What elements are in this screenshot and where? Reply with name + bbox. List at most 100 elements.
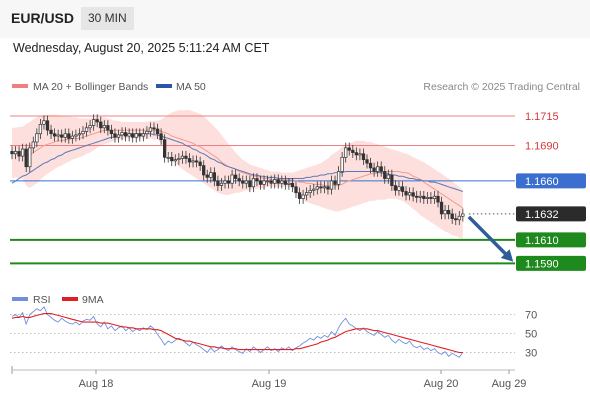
timeframe-badge[interactable]: 30 MIN	[81, 7, 134, 30]
candle	[216, 175, 220, 191]
ma50-line	[11, 133, 463, 192]
candle	[77, 128, 82, 141]
candle	[67, 128, 71, 144]
candle	[386, 169, 390, 184]
candle	[265, 175, 270, 187]
candle	[336, 166, 341, 190]
candle	[308, 185, 312, 198]
candle	[251, 173, 256, 193]
candle	[432, 190, 437, 204]
candle	[17, 146, 21, 162]
candle	[209, 167, 213, 183]
candle	[56, 129, 60, 142]
candle	[340, 152, 344, 177]
rsi-tick-label: 50	[525, 329, 537, 341]
candle	[81, 126, 85, 140]
candle	[305, 187, 309, 201]
candle	[383, 166, 387, 184]
candle	[191, 155, 195, 168]
candle	[127, 128, 131, 142]
candle	[244, 175, 248, 189]
candle	[415, 190, 419, 203]
level-label-1-1715: 1.1715	[525, 111, 559, 123]
candle	[326, 181, 330, 195]
candle	[368, 157, 373, 174]
candle	[294, 181, 298, 198]
level-label-1-1610: 1.1610	[525, 235, 559, 247]
level-labels: 1.1715 1.1690 1.1660 1.1632 1.1610 1.1590	[516, 111, 586, 271]
candle	[28, 142, 32, 173]
copyright-text: Research © 2025 Trading Central	[423, 81, 580, 93]
candle	[436, 190, 440, 208]
axis-tick-label: Aug 20	[424, 378, 459, 390]
candle	[262, 175, 266, 190]
level-label-box	[516, 232, 586, 248]
candle	[70, 130, 75, 144]
bollinger-legend-swatch	[12, 84, 28, 88]
candle	[99, 116, 103, 134]
candle	[10, 146, 14, 160]
rsi-panel: 70 50 30	[10, 306, 537, 360]
candle	[74, 129, 78, 142]
candle	[198, 156, 202, 171]
candle	[376, 161, 380, 177]
candle	[141, 128, 146, 142]
rsi-tick-label: 30	[525, 348, 537, 360]
rsi-line	[11, 306, 464, 358]
candle	[457, 210, 461, 226]
candle	[31, 136, 35, 154]
candle	[184, 150, 188, 164]
candle	[42, 115, 46, 130]
candle	[407, 187, 412, 201]
candle	[319, 181, 323, 194]
candle	[418, 190, 422, 203]
candle	[134, 128, 138, 143]
candle	[95, 114, 99, 128]
candle	[258, 175, 263, 190]
candle	[138, 128, 142, 142]
candle	[234, 169, 238, 184]
candle	[393, 180, 398, 196]
candle	[131, 128, 135, 143]
candle	[404, 186, 408, 201]
candlesticks	[10, 114, 465, 226]
candle	[390, 169, 394, 191]
candle	[400, 181, 405, 197]
candle	[159, 128, 163, 145]
candle	[365, 154, 369, 169]
candle	[425, 192, 429, 204]
candle	[422, 190, 426, 204]
candle	[237, 173, 241, 187]
ma50-legend-swatch	[156, 84, 172, 88]
candle	[120, 127, 124, 141]
candle	[439, 196, 444, 220]
projection-arrow-head	[500, 249, 514, 262]
candle	[230, 169, 234, 189]
moving-averages	[11, 129, 464, 209]
candle	[35, 128, 39, 148]
candle	[113, 128, 117, 143]
candle	[454, 213, 458, 226]
level-label-1-1690: 1.1690	[525, 141, 559, 153]
axis-tick-label: Aug 18	[79, 378, 114, 390]
candle	[88, 120, 92, 134]
level-label-box	[516, 206, 586, 222]
candle	[148, 122, 153, 137]
candle	[180, 150, 185, 164]
candle	[155, 123, 160, 140]
chart-datetime: Wednesday, August 20, 2025 5:11:24 AM CE…	[13, 41, 270, 55]
time-axis: Aug 18 Aug 19 Aug 20 Aug 29	[11, 366, 526, 390]
ma50-legend-label: MA 50	[176, 81, 206, 93]
candle	[152, 122, 156, 135]
candle	[212, 167, 217, 187]
candle	[397, 181, 401, 196]
level-label-1-1660: 1.1660	[525, 176, 559, 188]
candle	[194, 155, 199, 168]
candle	[109, 124, 114, 140]
rsi-legend-swatch	[12, 297, 28, 301]
rsi-legend-label: RSI	[33, 294, 51, 306]
candle	[202, 160, 206, 181]
level-label-1-1632: 1.1632	[525, 209, 559, 221]
candle	[223, 175, 227, 189]
candle	[276, 174, 280, 189]
